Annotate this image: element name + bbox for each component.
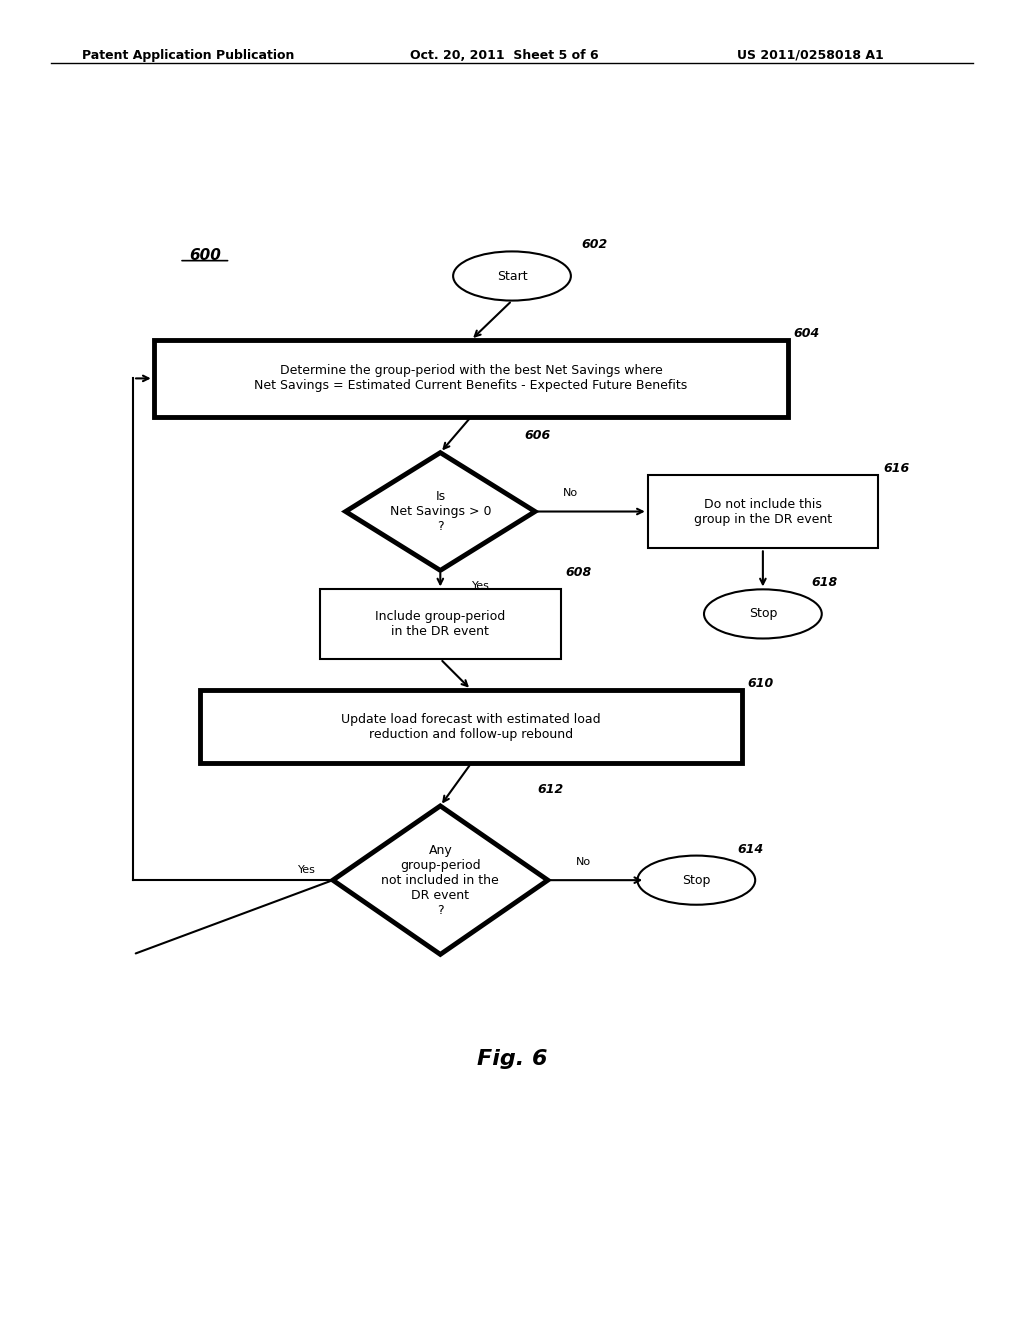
Text: Stop: Stop xyxy=(749,607,777,620)
Text: Patent Application Publication: Patent Application Publication xyxy=(82,49,294,62)
Text: Start: Start xyxy=(497,269,527,282)
Text: Include group-period
in the DR event: Include group-period in the DR event xyxy=(375,610,506,638)
Text: Do not include this
group in the DR event: Do not include this group in the DR even… xyxy=(694,498,831,525)
Text: Oct. 20, 2011  Sheet 5 of 6: Oct. 20, 2011 Sheet 5 of 6 xyxy=(410,49,598,62)
Text: Determine the group-period with the best Net Savings where
Net Savings = Estimat: Determine the group-period with the best… xyxy=(254,364,688,392)
Text: 610: 610 xyxy=(748,677,774,689)
Text: 616: 616 xyxy=(883,462,909,475)
Text: 604: 604 xyxy=(794,327,820,341)
Text: 608: 608 xyxy=(565,566,592,579)
Text: 600: 600 xyxy=(188,248,221,263)
Text: No: No xyxy=(563,488,579,498)
Text: US 2011/0258018 A1: US 2011/0258018 A1 xyxy=(737,49,884,62)
Text: Stop: Stop xyxy=(682,874,711,887)
Text: 618: 618 xyxy=(811,577,838,589)
Text: Yes: Yes xyxy=(298,865,316,875)
Text: Is
Net Savings > 0
?: Is Net Savings > 0 ? xyxy=(389,490,492,533)
Text: Any
group-period
not included in the
DR event
?: Any group-period not included in the DR … xyxy=(382,843,499,916)
Text: 612: 612 xyxy=(538,783,564,796)
Text: 614: 614 xyxy=(737,842,764,855)
Text: Fig. 6: Fig. 6 xyxy=(477,1049,547,1069)
Text: 606: 606 xyxy=(524,429,551,442)
Text: Update load forecast with estimated load
reduction and follow-up rebound: Update load forecast with estimated load… xyxy=(341,713,601,741)
Text: Yes: Yes xyxy=(472,581,490,591)
Text: No: No xyxy=(577,857,591,867)
Text: 602: 602 xyxy=(582,239,607,251)
